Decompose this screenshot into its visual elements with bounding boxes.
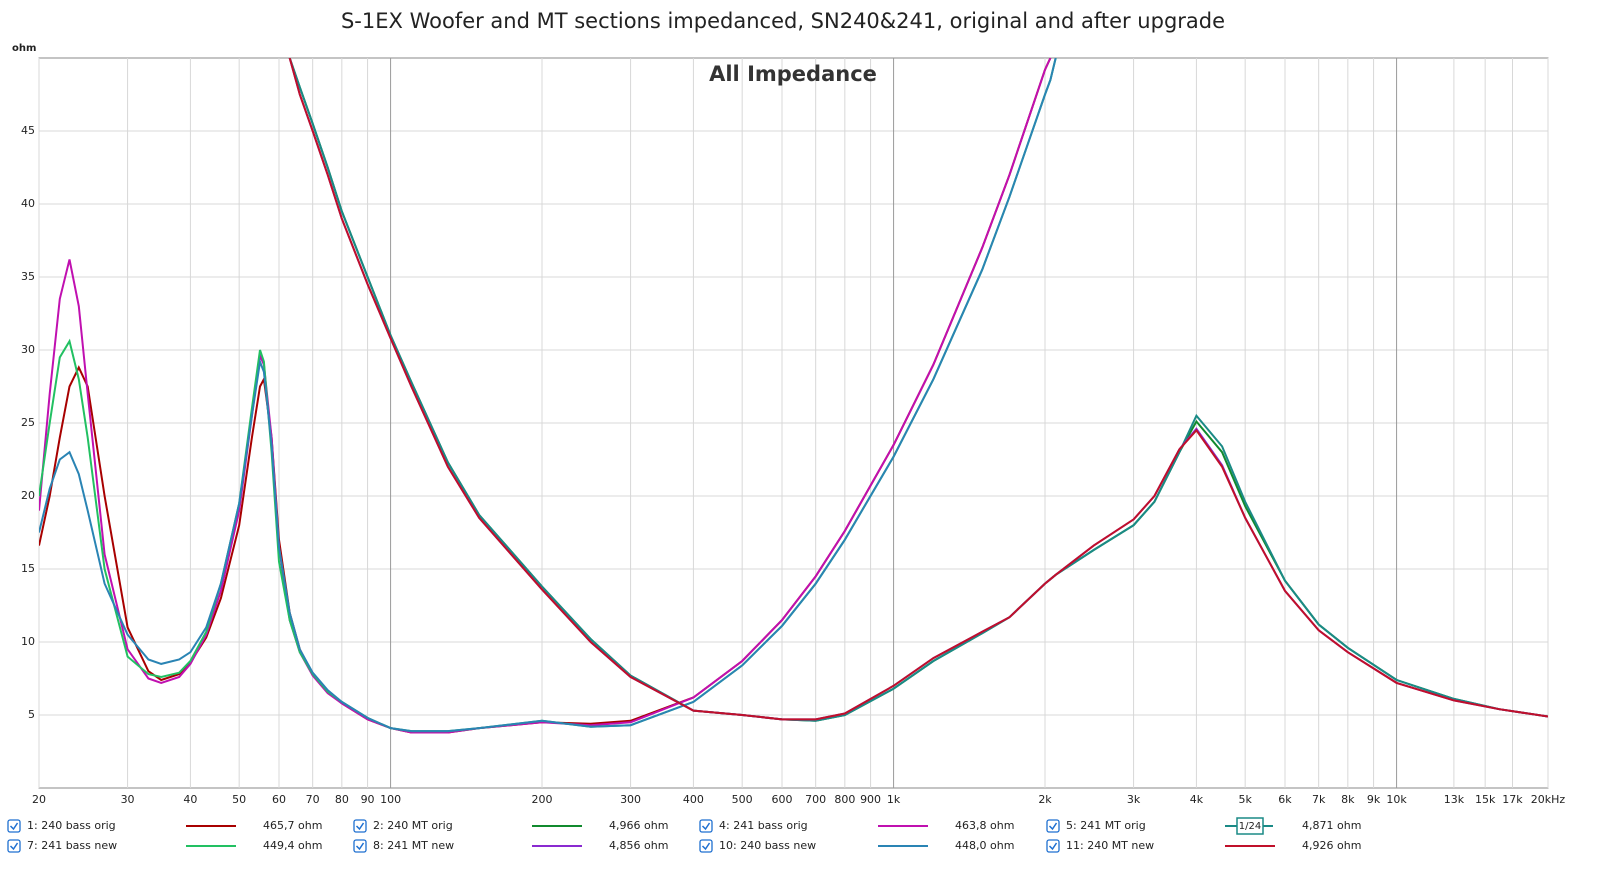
legend-readout: 4,856 ohm xyxy=(609,839,668,852)
x-tick-label: 7k xyxy=(1312,793,1326,806)
x-tick-label: 9k xyxy=(1367,793,1381,806)
x-tick-label: 100 xyxy=(380,793,401,806)
x-tick-label: 300 xyxy=(620,793,641,806)
y-tick-label: 40 xyxy=(21,197,35,210)
legend-label: 2: 240 MT orig xyxy=(373,819,453,832)
y-tick-label: 15 xyxy=(21,562,35,575)
legend-label: 1: 240 bass orig xyxy=(27,819,116,832)
chart-title: S-1EX Woofer and MT sections impedanced,… xyxy=(341,9,1225,33)
legend-readout: 465,7 ohm xyxy=(263,819,322,832)
x-tick-label: 400 xyxy=(683,793,704,806)
y-tick-label: 35 xyxy=(21,270,35,283)
legend-readout: 4,871 ohm xyxy=(1302,819,1361,832)
x-tick-label: 10k xyxy=(1386,793,1407,806)
legend-checkbox[interactable] xyxy=(699,839,713,853)
legend-readout: 4,926 ohm xyxy=(1302,839,1361,852)
check-mark xyxy=(9,842,19,851)
x-tick-label: 200 xyxy=(532,793,553,806)
x-tick-label: 80 xyxy=(335,793,349,806)
x-tick-label: 17k xyxy=(1502,793,1523,806)
x-tick-label: 15k xyxy=(1475,793,1496,806)
x-tick-label: 20kHz xyxy=(1531,793,1566,806)
series-line xyxy=(288,58,1548,722)
x-tick-label: 30 xyxy=(121,793,135,806)
legend-checkbox[interactable] xyxy=(353,839,367,853)
legend-label: 8: 241 MT new xyxy=(373,839,454,852)
x-tick-label: 20 xyxy=(32,793,46,806)
legend-readout: 448,0 ohm xyxy=(955,839,1014,852)
smoothing-label: 1/24 xyxy=(1239,821,1261,832)
legend-label: 10: 240 bass new xyxy=(719,839,816,852)
x-tick-label: 13k xyxy=(1444,793,1465,806)
y-tick-label: 5 xyxy=(28,708,35,721)
y-tick-label: 25 xyxy=(21,416,35,429)
check-mark xyxy=(701,822,711,831)
legend-readout: 449,4 ohm xyxy=(263,839,322,852)
x-tick-label: 4k xyxy=(1190,793,1204,806)
smoothing-box[interactable] xyxy=(1236,817,1264,835)
x-tick-label: 5k xyxy=(1238,793,1252,806)
legend-checkbox[interactable] xyxy=(7,819,21,833)
check-mark xyxy=(701,842,711,851)
x-tick-label: 800 xyxy=(834,793,855,806)
y-axis-label: ohm xyxy=(12,43,36,54)
legend-checkbox[interactable] xyxy=(699,819,713,833)
x-tick-label: 2k xyxy=(1038,793,1052,806)
x-tick-label: 900 xyxy=(860,793,881,806)
x-tick-label: 6k xyxy=(1278,793,1292,806)
check-mark xyxy=(1048,842,1058,851)
legend-readout: 4,966 ohm xyxy=(609,819,668,832)
check-mark xyxy=(1048,822,1058,831)
legend: 1: 240 bass orig 465,7 ohm 2: 240 MT orig 4… xyxy=(7,817,1361,853)
series-line xyxy=(39,58,1057,733)
x-tick-label: 60 xyxy=(272,793,286,806)
legend-checkbox[interactable] xyxy=(7,839,21,853)
x-tick-label: 3k xyxy=(1127,793,1141,806)
x-tick-label: 500 xyxy=(732,793,753,806)
legend-label: 11: 240 MT new xyxy=(1066,839,1154,852)
x-tick-label: 600 xyxy=(771,793,792,806)
legend-checkbox[interactable] xyxy=(1046,839,1060,853)
legend-label: 5: 241 MT orig xyxy=(1066,819,1146,832)
grid xyxy=(38,58,1549,788)
check-mark xyxy=(355,842,365,851)
x-tick-label: 700 xyxy=(805,793,826,806)
legend-label: 4: 241 bass orig xyxy=(719,819,808,832)
y-tick-label: 20 xyxy=(21,489,35,502)
y-tick-label: 45 xyxy=(21,124,35,137)
chart-subtitle: All Impedance xyxy=(709,62,877,86)
legend-checkbox[interactable] xyxy=(1046,819,1060,833)
x-tick-label: 90 xyxy=(361,793,375,806)
check-mark xyxy=(9,822,19,831)
x-tick-label: 1k xyxy=(887,793,901,806)
x-tick-label: 70 xyxy=(306,793,320,806)
legend-readout: 463,8 ohm xyxy=(955,819,1014,832)
y-tick-label: 10 xyxy=(21,635,35,648)
x-tick-label: 40 xyxy=(183,793,197,806)
x-tick-label: 50 xyxy=(232,793,246,806)
curves xyxy=(39,58,1548,734)
check-mark xyxy=(355,822,365,831)
legend-checkbox[interactable] xyxy=(353,819,367,833)
series-line xyxy=(288,58,1548,721)
y-tick-label: 30 xyxy=(21,343,35,356)
x-tick-label: 8k xyxy=(1341,793,1355,806)
legend-label: 7: 241 bass new xyxy=(27,839,117,852)
